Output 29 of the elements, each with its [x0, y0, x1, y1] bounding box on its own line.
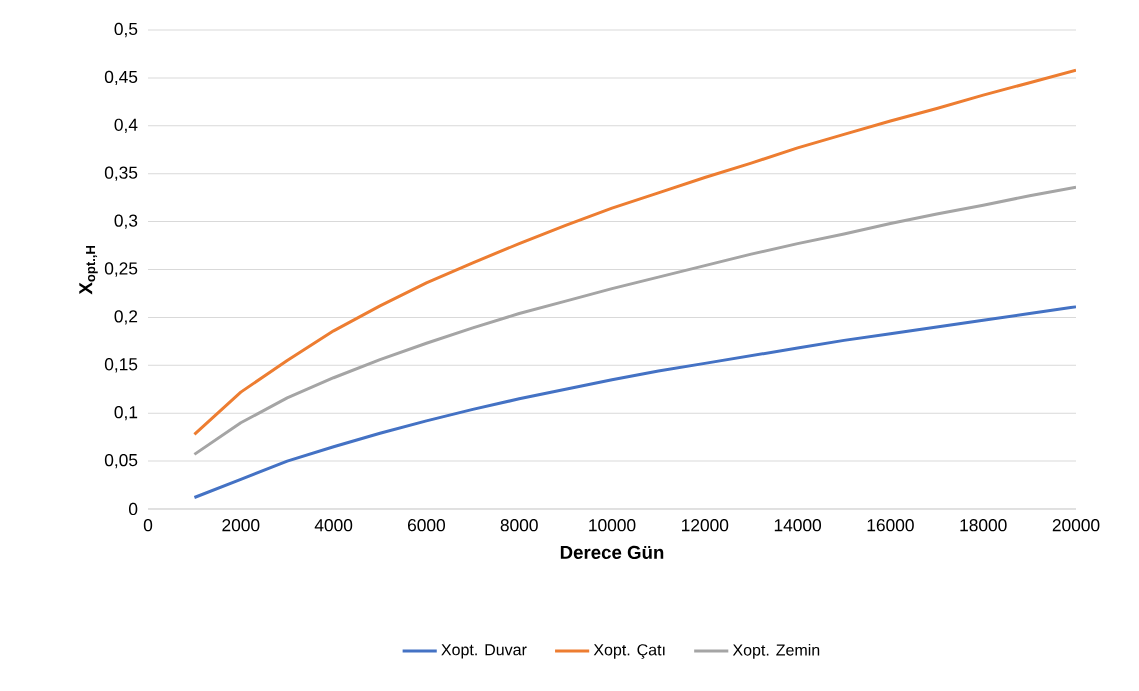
- y-tick-label: 0,5: [114, 22, 138, 38]
- x-tick-label: 10000: [589, 519, 636, 532]
- legend-label: Xopt. Çatı: [593, 644, 665, 659]
- x-axis-title: Derece Gün: [560, 545, 664, 560]
- x-tick-label: 6000: [408, 519, 446, 532]
- x-tick-label: 18000: [960, 519, 1007, 532]
- legend-label: Xopt. Zemin: [732, 643, 820, 659]
- x-tick-label: 16000: [867, 519, 914, 532]
- x-tick-label: 14000: [774, 519, 822, 532]
- y-tick-label: 0,2: [114, 310, 138, 325]
- y-tick-label: 0,45: [104, 70, 138, 86]
- line-series: [192, 68, 1076, 436]
- line-series: [192, 185, 1076, 456]
- x-tick-label: 2000: [222, 519, 260, 532]
- x-tick-label: 20000: [1052, 519, 1100, 532]
- y-tick-label: 0,1: [114, 406, 138, 421]
- y-tick-label: 0,25: [104, 262, 138, 277]
- y-tick-label: 0,15: [104, 358, 138, 373]
- x-tick-label: 8000: [500, 519, 538, 532]
- y-axis-title: X$_{opt.,H}$: [79, 245, 98, 295]
- x-tick-label: 0: [143, 519, 153, 532]
- y-tick-label: 0,3: [114, 214, 138, 229]
- y-tick-label: 0,35: [104, 166, 138, 181]
- y-tick-label: 0,4: [114, 118, 138, 133]
- y-tick-label: 0: [128, 502, 138, 516]
- legend-label: Xopt. Duvar: [441, 644, 527, 659]
- x-tick-label: 4000: [314, 519, 353, 532]
- y-tick-label: 0,05: [104, 453, 138, 469]
- x-tick-label: 12000: [682, 519, 729, 532]
